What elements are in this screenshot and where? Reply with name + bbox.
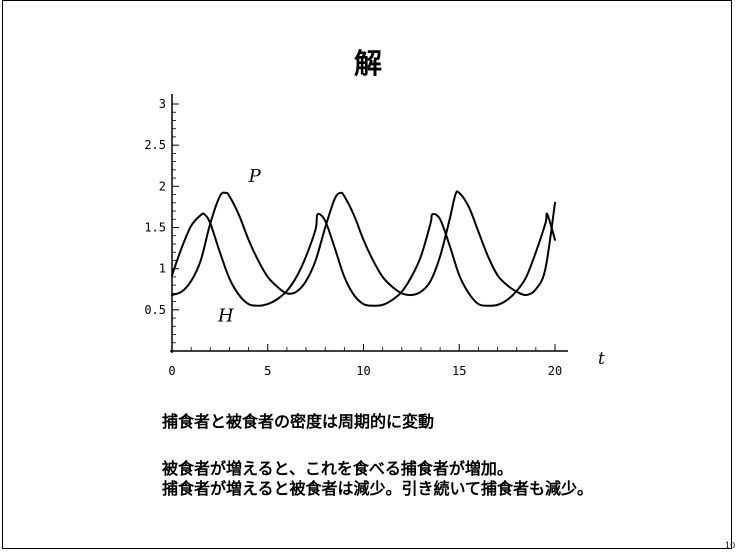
series-label-h: H [217, 305, 234, 326]
caption-prey-increase: 被食者が増えると、これを食べる捕食者が増加。 [162, 459, 513, 478]
x-tick-label: 15 [452, 364, 466, 378]
page-number: 10 [725, 541, 736, 550]
chart-labels: PH [217, 166, 262, 326]
y-tick-label: 1 [159, 262, 166, 276]
x-tick-label: 20 [548, 364, 562, 378]
x-tick-label: 0 [168, 364, 175, 378]
series-line-h [171, 212, 556, 307]
series-line-p [171, 190, 556, 297]
y-tick-label: 0.5 [144, 303, 166, 317]
y-tick-label: 2 [159, 179, 166, 193]
y-tick-label: 1.5 [144, 221, 166, 235]
x-tick-label: 5 [264, 364, 271, 378]
chart-axes: 0 5 10 15 20 0.5 1 1.5 2 2.5 3 t [144, 94, 605, 378]
x-axis-label: t [598, 349, 605, 369]
y-tick-label: 3 [159, 97, 166, 111]
series-label-p: P [248, 166, 262, 187]
caption-predator-increase: 捕食者が増えると被食者は減少。引き続いて捕食者も減少。 [162, 479, 594, 498]
slide-title: 解 [353, 47, 382, 80]
y-tick-label: 2.5 [144, 138, 166, 152]
x-tick-label: 10 [356, 364, 370, 378]
chart-series [171, 190, 556, 307]
caption-density-cycle: 捕食者と被食者の密度は周期的に変動 [162, 412, 435, 431]
